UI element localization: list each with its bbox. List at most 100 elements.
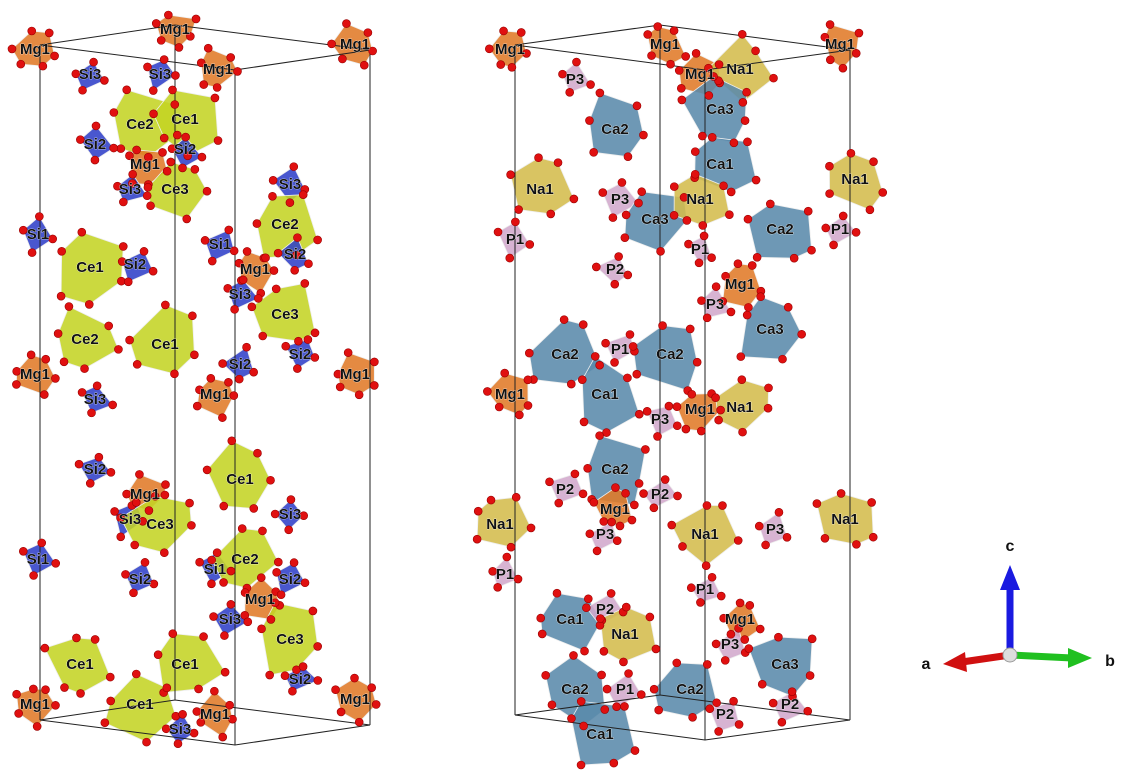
oxygen [267,476,275,484]
oxygen [822,224,830,232]
atom-label: Mg1 [200,706,230,723]
oxygen [806,672,814,680]
atom-label: P2 [716,706,734,723]
oxygen [187,521,195,529]
atom-label: Mg1 [20,696,50,713]
oxygen [758,680,766,688]
oxygen [253,449,261,457]
oxygen [790,254,798,262]
oxygen [696,598,704,606]
oxygen [311,353,319,361]
oxygen [145,507,153,515]
atom-label: P3 [566,71,584,88]
oxygen [677,84,685,92]
oxygen [311,329,319,337]
atom-label: Ce1 [171,111,199,128]
oxygen [301,579,309,587]
oxygen [804,207,812,215]
oxygen [494,583,502,591]
oxygen [608,518,616,526]
oxygen [214,137,222,145]
oxygen [721,656,729,664]
atom-label: Si2 [129,571,152,588]
oxygen [764,404,772,412]
oxygen [653,432,661,440]
oxygen [623,374,631,382]
oxygen [741,117,749,125]
oxygen [93,382,101,390]
oxygen [183,215,191,223]
oxygen [569,651,577,659]
oxygen [659,322,667,330]
oxygen [485,45,493,53]
oxygen [175,43,183,51]
oxygen [585,117,593,125]
atom-label: P1 [616,681,634,698]
atom-label: Si2 [289,671,312,688]
oxygen [161,301,169,309]
oxygen [538,630,546,638]
oxygen [277,591,285,599]
oxygen [167,158,175,166]
oxygen [314,236,322,244]
atom-label: Na1 [686,191,714,208]
oxygen [90,58,98,66]
atom-label: Na1 [841,171,869,188]
oxygen [259,332,267,340]
oxygen [219,360,227,368]
oxygen [133,146,141,154]
oxygen [650,504,658,512]
oxygen [743,311,751,319]
oxygen [826,190,834,198]
oxygen [682,425,690,433]
oxygen [868,498,876,506]
oxygen [744,215,752,223]
oxygen [839,212,847,220]
oxygen [515,206,523,214]
oxygen [639,131,647,139]
atom-label: Ca1 [591,386,619,403]
atom-label: P1 [696,581,714,598]
oxygen [344,349,352,357]
oxygen [314,676,322,684]
oxygen [258,625,266,633]
oxygen [336,383,344,391]
atom-label: Ce2 [71,331,99,348]
oxygen [655,706,663,714]
oxygen [555,499,563,507]
oxygen [678,96,686,104]
atom-label: Mg1 [340,36,370,53]
oxygen [230,247,238,255]
atom-label: Ca1 [556,611,584,628]
oxygen [596,361,604,369]
oxygen [640,490,648,498]
oxygen [778,718,786,726]
oxygen [542,671,550,679]
oxygen [839,64,847,72]
oxygen [27,351,35,359]
oxygen [579,490,587,498]
oxygen [360,61,368,69]
oxygen [28,249,36,257]
oxygen [635,410,643,418]
oxygen [144,183,152,191]
oxygen [545,478,553,486]
oxygen [739,428,747,436]
oxygen [179,710,187,718]
atom-label: P1 [611,341,629,358]
atom-label: Si3 [149,66,172,83]
oxygen [65,303,73,311]
atom-label: Na1 [691,526,719,543]
oxygen [560,316,568,324]
oxygen [830,241,838,249]
atom-label: Mg1 [203,61,233,78]
atom-label: P2 [606,261,624,278]
atom-label: Mg1 [825,36,855,53]
oxygen [72,634,80,642]
atom-label: Ca2 [676,681,704,698]
oxygen [703,502,711,510]
oxygen [81,365,89,373]
oxygen [599,189,607,197]
oxygen [483,387,491,395]
oxygen [705,91,713,99]
